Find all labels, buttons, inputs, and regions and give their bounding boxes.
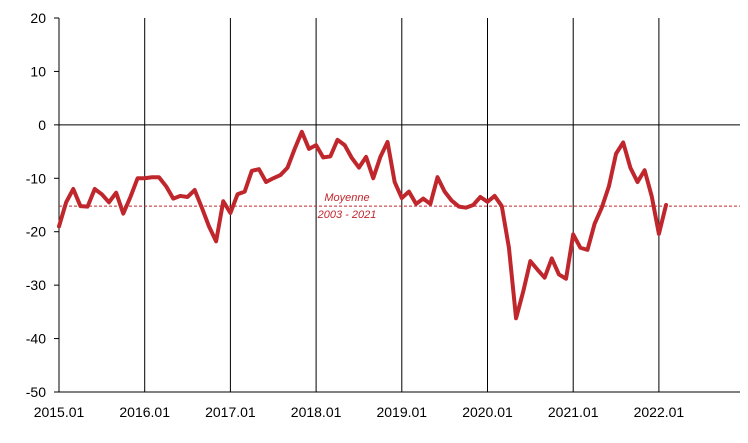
y-tick-label: -20 — [26, 224, 46, 240]
average-label-line1: Moyenne — [324, 192, 369, 204]
x-axis-ticks: 2015.01 2016.01 2017.01 2018.01 2019.01 2020.… — [34, 404, 685, 420]
x-tick-label: 2022.01 — [634, 404, 685, 420]
average-label-line2: 2003 - 2021 — [317, 209, 377, 221]
y-tick-label: 10 — [30, 63, 46, 79]
y-tick-label: -40 — [26, 331, 46, 347]
year-separator-lines — [144, 18, 660, 392]
x-tick-label: 2015.01 — [34, 404, 85, 420]
x-tick-label: 2016.01 — [119, 404, 170, 420]
y-tick-label: -30 — [26, 277, 46, 293]
y-axis-ticks: 20 10 0 -10 -20 -30 -40 -50 — [26, 10, 59, 400]
series-line — [57, 129, 669, 321]
x-tick-label: 2018.01 — [291, 404, 342, 420]
y-tick-label: 20 — [30, 10, 46, 26]
x-tick-label: 2020.01 — [462, 404, 513, 420]
x-tick-label: 2019.01 — [376, 404, 427, 420]
y-tick-label: -50 — [26, 384, 46, 400]
y-tick-label: 0 — [38, 117, 46, 133]
x-tick-label: 2021.01 — [548, 404, 599, 420]
x-tick-label: 2017.01 — [205, 404, 256, 420]
y-tick-label: -10 — [26, 170, 46, 186]
